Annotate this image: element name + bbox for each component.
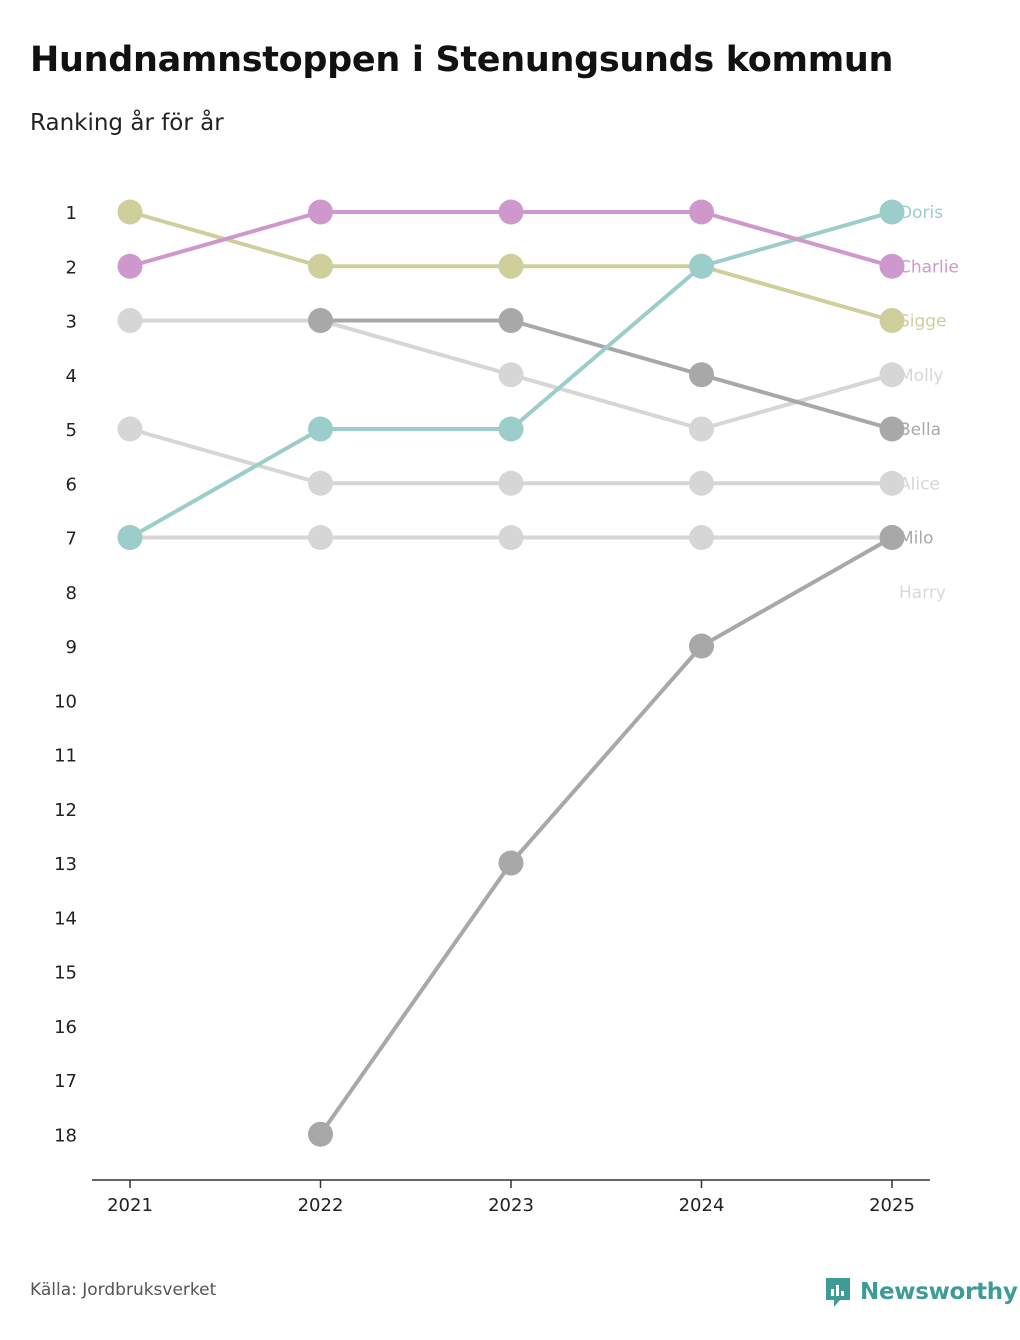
series-label-charlie: Charlie [899, 257, 959, 277]
series-label-bella: Bella [899, 420, 941, 440]
series-point-doris[interactable] [308, 416, 333, 442]
source-note: Källa: Jordbruksverket [30, 1280, 217, 1300]
series-point-milo-rise[interactable] [879, 525, 905, 550]
chart-subtitle: Ranking år för år [30, 110, 224, 136]
series-point-sigge[interactable] [117, 199, 143, 225]
series-label-doris: Doris [899, 203, 943, 223]
series-point-bella[interactable] [498, 308, 524, 333]
brand-name: Newsworthy [860, 1279, 1018, 1305]
series-point-doris[interactable] [117, 525, 143, 550]
y-tick-label: 3 [66, 312, 77, 333]
series-point-milo-rise[interactable] [689, 633, 714, 659]
y-tick-label: 12 [54, 800, 77, 821]
y-tick-label: 18 [54, 1125, 77, 1146]
y-tick-label: 8 [66, 583, 77, 604]
x-tick-label: 2022 [298, 1195, 344, 1216]
y-tick-label: 7 [66, 529, 77, 550]
series-point-charlie[interactable] [498, 199, 524, 225]
series-point-bella[interactable] [879, 416, 905, 442]
series-point-doris[interactable] [689, 253, 714, 279]
x-tick-label: 2023 [488, 1195, 534, 1216]
series-point-bella[interactable] [689, 362, 714, 388]
x-tick-label: 2024 [679, 1195, 725, 1216]
series-point-milo[interactable] [308, 525, 333, 550]
brand-logo[interactable]: Newsworthy [824, 1276, 1018, 1308]
series-point-molly[interactable] [879, 362, 905, 388]
series-point-doris[interactable] [879, 199, 905, 225]
y-tick-label: 13 [54, 854, 77, 875]
series-point-sigge[interactable] [308, 253, 333, 279]
y-tick-label: 14 [54, 908, 77, 929]
series-point-bella[interactable] [308, 308, 333, 333]
y-tick-label: 11 [54, 746, 77, 767]
series-line-bella [320, 318, 893, 431]
y-tick-label: 1 [66, 203, 77, 224]
series-point-milo-rise[interactable] [498, 850, 524, 876]
series-point-alice[interactable] [308, 470, 333, 496]
series-label-milo: Milo [899, 529, 934, 549]
series-lines [129, 210, 893, 1136]
y-tick-label: 15 [54, 963, 77, 984]
series-line-milo-rise [318, 535, 893, 1136]
series-point-sigge[interactable] [498, 253, 524, 279]
x-tick-label: 2021 [107, 1195, 153, 1216]
y-tick-label: 4 [66, 366, 77, 387]
y-tick-label: 5 [66, 420, 77, 441]
series-point-alice[interactable] [498, 470, 524, 496]
newsworthy-logo-icon [826, 1278, 850, 1307]
series-label-alice: Alice [899, 474, 940, 494]
series-point-charlie[interactable] [879, 253, 905, 279]
y-tick-label: 9 [66, 637, 77, 658]
series-point-alice[interactable] [689, 470, 714, 496]
series-end-labels: Doris Charlie Sigge Molly Bella Alice Milo Harr… [899, 203, 959, 603]
y-tick-label: 16 [54, 1017, 77, 1038]
series-point-alice[interactable] [117, 416, 143, 442]
y-tick-label: 6 [66, 474, 77, 495]
series-label-harry: Harry [899, 583, 946, 603]
series-label-molly: Molly [899, 366, 944, 386]
chart-title: Hundnamnstoppen i Stenungsunds kommun [30, 40, 894, 80]
y-tick-label: 17 [54, 1071, 77, 1092]
series-point-milo-rise[interactable] [308, 1121, 333, 1147]
series-point-milo[interactable] [498, 525, 524, 550]
y-tick-label: 2 [66, 257, 77, 278]
series-label-sigge: Sigge [899, 312, 947, 332]
series-point-charlie[interactable] [308, 199, 333, 225]
x-tick-label: 2025 [869, 1195, 915, 1216]
series-point-molly[interactable] [689, 416, 714, 442]
series-point-molly[interactable] [498, 362, 524, 388]
series-point-doris[interactable] [498, 416, 524, 442]
series-point-milo[interactable] [689, 525, 714, 550]
series-point-alice[interactable] [879, 470, 905, 496]
series-point-charlie[interactable] [689, 199, 714, 225]
series-point-sigge[interactable] [879, 308, 905, 333]
x-axis: 2021 2022 2023 2024 2025 [107, 1180, 915, 1216]
series-point-molly[interactable] [117, 308, 143, 333]
series-points [117, 199, 905, 1147]
series-point-charlie[interactable] [117, 253, 143, 279]
y-tick-label: 10 [54, 691, 77, 712]
